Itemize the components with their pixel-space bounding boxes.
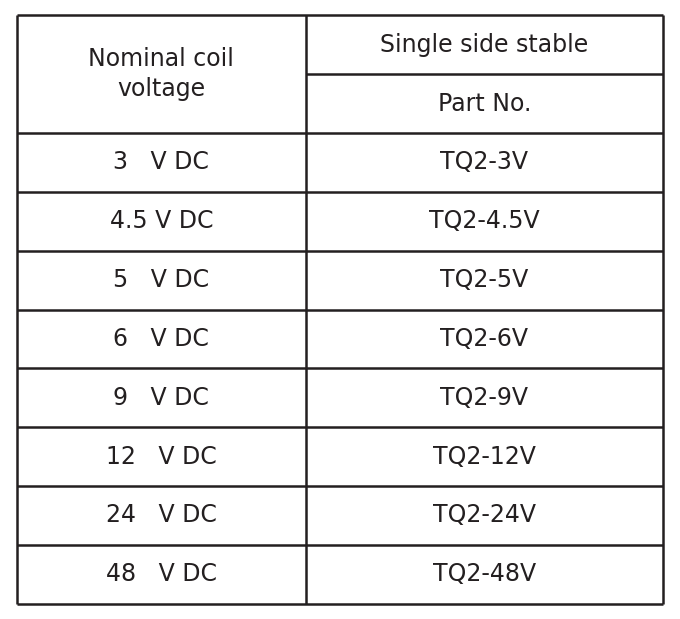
Text: 3   V DC: 3 V DC (114, 150, 209, 175)
Text: 12   V DC: 12 V DC (106, 444, 217, 469)
Text: TQ2-12V: TQ2-12V (433, 444, 536, 469)
Text: TQ2-6V: TQ2-6V (441, 327, 528, 351)
Text: Nominal coil
voltage: Nominal coil voltage (88, 48, 235, 101)
Text: TQ2-24V: TQ2-24V (433, 503, 536, 527)
Text: 6   V DC: 6 V DC (114, 327, 209, 351)
Text: 24   V DC: 24 V DC (106, 503, 217, 527)
Text: 4.5 V DC: 4.5 V DC (109, 209, 213, 233)
Text: TQ2-5V: TQ2-5V (440, 268, 528, 292)
Text: 48   V DC: 48 V DC (106, 562, 217, 586)
Text: TQ2-4.5V: TQ2-4.5V (429, 209, 540, 233)
Text: 9   V DC: 9 V DC (114, 386, 209, 410)
Text: TQ2-3V: TQ2-3V (441, 150, 528, 175)
Text: Part No.: Part No. (438, 92, 531, 116)
Text: TQ2-48V: TQ2-48V (432, 562, 536, 586)
Text: Single side stable: Single side stable (380, 33, 588, 57)
Text: TQ2-9V: TQ2-9V (441, 386, 528, 410)
Text: 5   V DC: 5 V DC (114, 268, 209, 292)
